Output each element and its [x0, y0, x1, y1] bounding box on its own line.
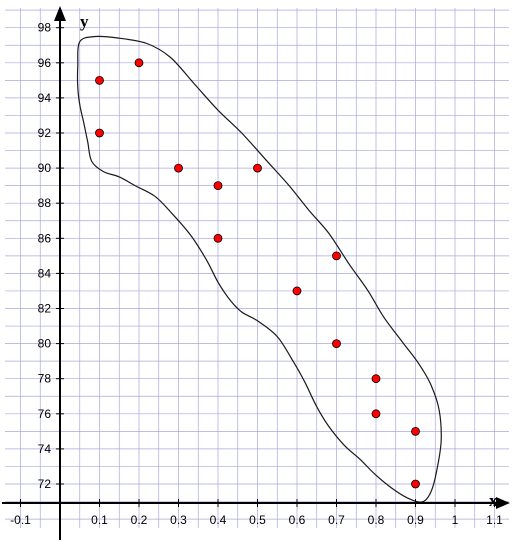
y-tick-label: 84 — [38, 266, 52, 280]
x-tick-label: 0.7 — [328, 513, 345, 527]
data-point — [213, 181, 223, 191]
x-tick-label: 1.1 — [486, 513, 503, 527]
data-point — [332, 251, 341, 261]
x-tick-label: 0.2 — [131, 513, 148, 527]
x-tick-label: 0.6 — [289, 513, 306, 527]
y-tick-label: 96 — [38, 56, 52, 70]
data-point — [332, 339, 341, 349]
data-point — [371, 374, 381, 384]
cluster-outline — [76, 35, 442, 503]
x-axis-label: x — [489, 491, 498, 510]
x-tick-label: -0.1 — [10, 513, 31, 527]
y-tick-label: 94 — [38, 91, 52, 105]
y-tick-label: 76 — [38, 407, 52, 421]
x-tick-label: 0.3 — [170, 513, 187, 527]
x-tick-label: 0.9 — [407, 513, 424, 527]
x-tick-label: 1 — [452, 513, 459, 527]
data-point — [292, 286, 302, 296]
y-tick-label: 74 — [38, 442, 52, 456]
data-point — [371, 409, 381, 419]
y-tick-label: 86 — [38, 231, 52, 245]
data-point — [253, 163, 262, 173]
y-axis-arrow — [54, 6, 66, 21]
y-tick-label: 72 — [38, 477, 52, 491]
x-tick-label: 0.5 — [249, 513, 266, 527]
tick-labels: -0.1 0.1 0.2 0.3 0.4 0.5 0.6 0.7 0.8 0.9 1 1.1 72 74 7… — [10, 21, 503, 527]
data-point — [95, 128, 104, 138]
y-tick-label: 98 — [38, 21, 52, 35]
y-tick-label: 82 — [38, 302, 52, 316]
data-points — [95, 58, 420, 489]
x-tick-label: 0.4 — [210, 513, 227, 527]
y-axis-label: y — [80, 12, 89, 31]
y-tick-label: 80 — [38, 337, 52, 351]
data-point — [411, 479, 420, 489]
data-point — [95, 75, 104, 85]
grid-lines — [5, 8, 509, 528]
x-axis-arrow — [496, 497, 510, 509]
data-point — [411, 426, 420, 436]
axes — [2, 6, 510, 540]
y-tick-label: 88 — [38, 196, 52, 210]
y-tick-label: 90 — [38, 161, 52, 175]
data-point — [134, 58, 144, 68]
y-tick-label: 92 — [38, 126, 52, 140]
data-point — [174, 163, 183, 173]
y-tick-label: 78 — [38, 372, 52, 386]
data-point — [213, 233, 223, 243]
x-tick-label: 0.1 — [91, 513, 108, 527]
x-tick-label: 0.8 — [368, 513, 385, 527]
